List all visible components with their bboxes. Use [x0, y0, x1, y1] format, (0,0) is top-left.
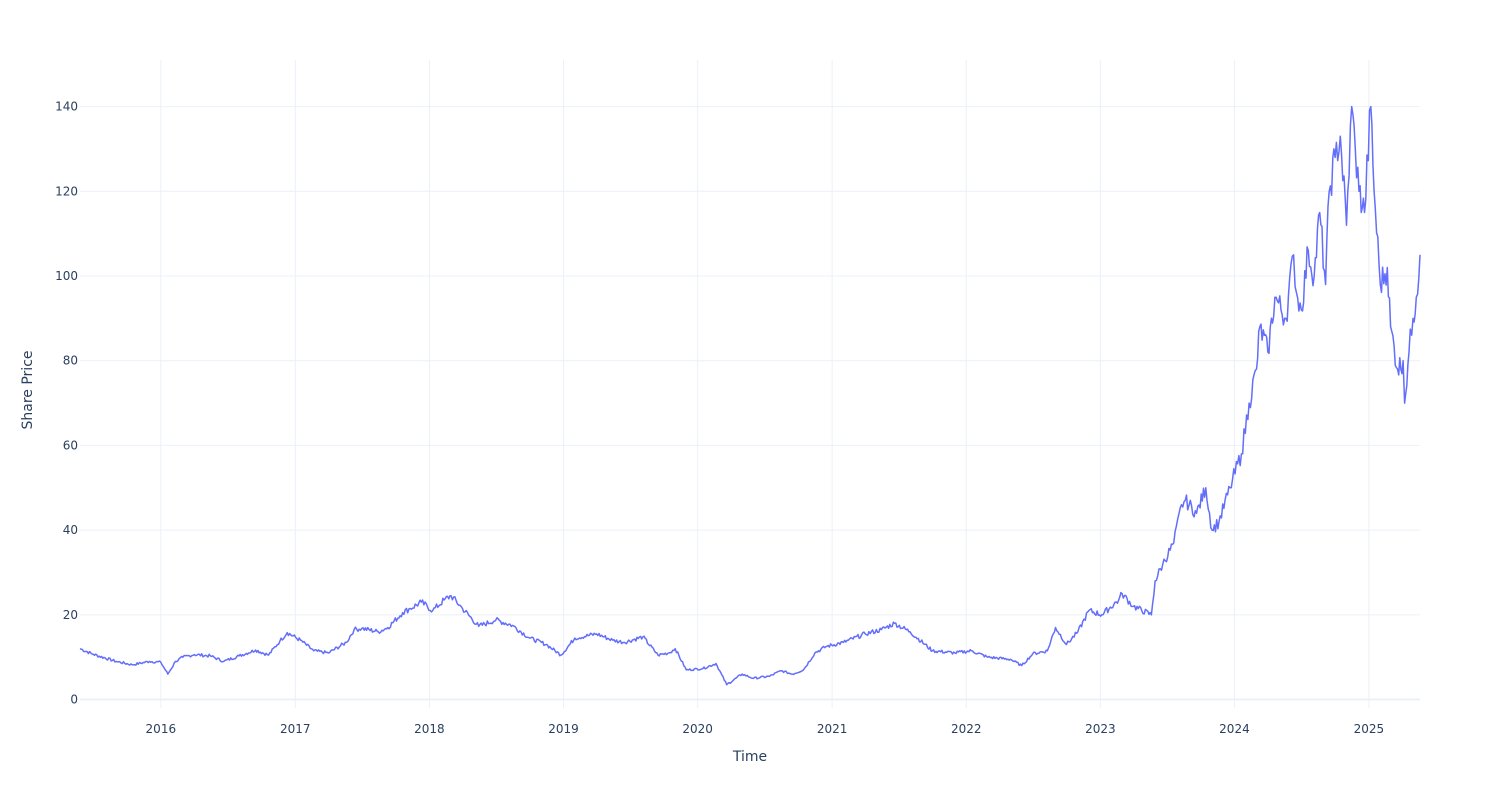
x-axis-ticks: 2016 2017 2018 2019 2020 2021 2022 2023 2024 2025	[146, 722, 1385, 736]
x-tick-label: 2017	[280, 722, 311, 736]
y-axis-title: Share Price	[20, 350, 36, 429]
y-tick-label: 60	[63, 438, 78, 452]
y-tick-label: 120	[55, 184, 78, 198]
grid	[80, 60, 1420, 708]
y-tick-label: 20	[63, 608, 78, 622]
x-tick-label: 2018	[414, 722, 445, 736]
x-tick-label: 2022	[951, 722, 982, 736]
y-tick-label: 100	[55, 269, 78, 283]
x-tick-label: 2019	[548, 722, 579, 736]
y-tick-label: 0	[70, 693, 78, 707]
series-layer	[79, 105, 1421, 686]
x-tick-label: 2021	[817, 722, 848, 736]
share-price-line	[79, 105, 1421, 686]
x-axis-title: Time	[732, 749, 767, 765]
x-tick-label: 2016	[146, 722, 177, 736]
x-tick-label: 2020	[682, 722, 713, 736]
y-tick-label: 80	[63, 354, 78, 368]
y-axis-ticks: 0 20 40 60 80 100 120 140	[55, 100, 78, 707]
x-tick-label: 2025	[1354, 722, 1385, 736]
y-tick-label: 40	[63, 523, 78, 537]
y-tick-label: 140	[55, 100, 78, 114]
x-tick-label: 2024	[1219, 722, 1250, 736]
x-tick-label: 2023	[1085, 722, 1116, 736]
